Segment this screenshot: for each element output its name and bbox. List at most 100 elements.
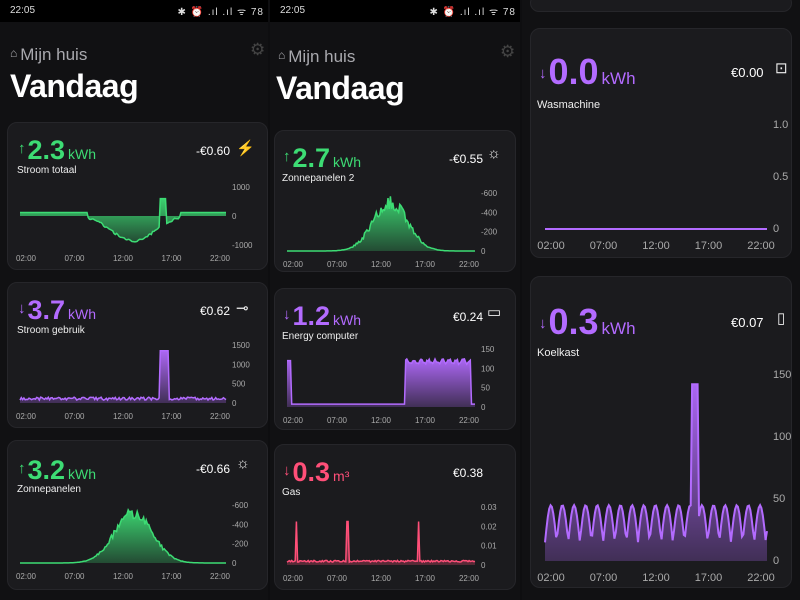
y-tick-label: -400 — [232, 520, 249, 529]
y-tick-label: 1000 — [232, 183, 250, 192]
card-top-edge — [530, 0, 792, 12]
usage-line — [544, 383, 768, 543]
x-tick-label: 17:00 — [161, 572, 182, 581]
card-cost: -€0.60 — [196, 144, 231, 158]
usage-line — [286, 520, 476, 564]
home-breadcrumb[interactable]: ⌂ Mijn huis — [278, 47, 355, 67]
x-tick-label: 17:00 — [695, 240, 723, 252]
energy-card[interactable]: ↓1.2 kWh Energy computer €0.24 ▭ 150 100 50… — [274, 288, 516, 430]
fridge-icon: ▯ — [777, 310, 786, 327]
card-label: Stroom totaal — [17, 165, 77, 176]
x-tick-label: 12:00 — [113, 412, 134, 421]
x-tick-label: 22:00 — [459, 416, 480, 425]
x-tick-label: 12:00 — [371, 260, 392, 269]
status-icons: ✱ ⏰ .ıl .ıl ᯤ 78 — [429, 7, 516, 18]
y-tick-label: -600 — [232, 501, 249, 510]
x-tick-label: 02:00 — [283, 574, 304, 583]
x-tick-label: 02:00 — [283, 260, 304, 269]
home-icon: ⌂ — [10, 46, 18, 60]
card-value: ↑3.2 kWh — [18, 455, 97, 485]
energy-card[interactable]: ↑2.3 kWh Stroom totaal -€0.60 ⚡ 1000 0 -100… — [7, 122, 268, 270]
card-cost: -€0.66 — [196, 462, 231, 476]
trend-arrow-icon: ↓ — [283, 462, 291, 479]
y-tick-label: 150 — [481, 345, 495, 354]
usage-area — [20, 509, 226, 563]
x-tick-label: 12:00 — [371, 574, 392, 583]
home-breadcrumb[interactable]: ⌂ Mijn huis — [10, 45, 87, 65]
y-tick-label: 1.0 — [773, 119, 788, 131]
phone-screen-3: ↓0.0 kWh Wasmachine €0.00 ⊡ 1.0 0.5 0 02:00 0… — [522, 0, 800, 600]
y-tick-label: -1000 — [232, 241, 253, 250]
x-tick-label: 07:00 — [327, 416, 348, 425]
usage-line — [20, 508, 226, 564]
x-tick-label: 07:00 — [327, 574, 348, 583]
x-tick-label: 17:00 — [161, 412, 182, 421]
home-label: Mijn huis — [20, 45, 88, 64]
y-tick-label: 0 — [232, 399, 237, 408]
x-tick-label: 02:00 — [537, 572, 565, 584]
y-tick-label: 50 — [481, 384, 490, 393]
x-tick-label: 02:00 — [537, 240, 565, 252]
phone-screen-1: 22:05 ✱ ⏰ .ıl .ıl ᯤ 78 ⌂ Mijn huis ⚙ Vand… — [0, 0, 268, 600]
trend-arrow-icon: ↑ — [283, 148, 291, 165]
x-tick-label: 22:00 — [747, 240, 775, 252]
y-tick-label: 0 — [232, 212, 237, 221]
x-tick-label: 02:00 — [283, 416, 304, 425]
x-tick-label: 22:00 — [210, 254, 231, 263]
phone-screen-2: 22:05 ✱ ⏰ .ıl .ıl ᯤ 78 ⌂ Mijn huis ⚙ Vand… — [270, 0, 520, 600]
card-cost: €0.38 — [453, 466, 484, 480]
energy-card[interactable]: ↑2.7 kWh Zonnepanelen 2 -€0.55 ☼ -600 -400… — [274, 130, 516, 272]
card-cost: -€0.55 — [449, 152, 484, 166]
y-tick-label: 0 — [232, 559, 237, 568]
x-tick-label: 07:00 — [327, 260, 348, 269]
y-tick-label: 0 — [773, 223, 779, 235]
status-time: 22:05 — [10, 5, 36, 16]
gear-icon[interactable]: ⚙ — [250, 40, 266, 59]
status-bar: 22:05 ✱ ⏰ .ıl .ıl ᯤ 78 — [270, 0, 520, 22]
usage-chart: -600 -400 -200 0 02:00 07:00 12:00 17:00 22:00 — [283, 189, 498, 269]
card-value: ↓1.2 kWh — [283, 301, 362, 331]
energy-card[interactable]: ↓0.3 kWh Koelkast €0.07 ▯ 150 100 50 0 02:00 0… — [530, 276, 792, 588]
energy-card[interactable]: ↓0.3 m³ Gas €0.38 0.03 0.02 0.01 0 02:00 07:00… — [274, 444, 516, 590]
x-tick-label: 12:00 — [642, 240, 670, 252]
card-cost: €0.24 — [453, 310, 484, 324]
usage-chart: -600 -400 -200 0 02:00 07:00 12:00 17:00 22:00 — [16, 501, 249, 581]
x-tick-label: 22:00 — [459, 260, 480, 269]
y-tick-label: 0 — [773, 555, 779, 567]
y-tick-label: 0.5 — [773, 171, 788, 183]
energy-card[interactable]: ↓0.0 kWh Wasmachine €0.00 ⊡ 1.0 0.5 0 02:00 0… — [530, 28, 792, 258]
page-title: Vandaag — [276, 70, 405, 106]
y-tick-label: 0.03 — [481, 503, 497, 512]
x-tick-label: 02:00 — [16, 412, 37, 421]
card-value: ↓3.7 kWh — [18, 295, 97, 325]
usage-area — [287, 196, 475, 251]
energy-card[interactable]: ↑3.2 kWh Zonnepanelen -€0.66 ☼ -600 -400 -2… — [7, 440, 268, 590]
washing-machine-icon: ⊡ — [775, 60, 788, 77]
y-tick-label: 100 — [481, 364, 495, 373]
trend-arrow-icon: ↓ — [283, 306, 291, 323]
trend-arrow-icon: ↓ — [539, 315, 547, 332]
trend-arrow-icon: ↑ — [18, 140, 26, 157]
sun-icon: ☼ — [236, 455, 250, 472]
x-tick-label: 07:00 — [64, 412, 85, 421]
x-tick-label: 12:00 — [371, 416, 392, 425]
y-tick-label: 0 — [481, 403, 486, 412]
trend-arrow-icon: ↓ — [18, 300, 26, 317]
trend-arrow-icon: ↓ — [539, 65, 547, 82]
y-tick-label: 100 — [773, 431, 791, 443]
x-tick-label: 07:00 — [64, 254, 85, 263]
status-bar: 22:05 ✱ ⏰ .ıl .ıl ᯤ 78 — [0, 0, 268, 22]
card-label: Wasmachine — [537, 99, 601, 111]
y-tick-label: -400 — [481, 208, 498, 217]
page-title: Vandaag — [10, 68, 139, 104]
status-icons: ✱ ⏰ .ıl .ıl ᯤ 78 — [177, 7, 264, 18]
x-tick-label: 07:00 — [590, 240, 618, 252]
x-tick-label: 17:00 — [695, 572, 723, 584]
gear-icon[interactable]: ⚙ — [500, 42, 516, 61]
y-tick-label: 1500 — [232, 341, 250, 350]
card-value: ↓0.3 kWh — [539, 301, 636, 342]
usage-chart: 150 100 50 0 02:00 07:00 12:00 17:00 22:00 — [283, 345, 495, 425]
plug-icon: ⊸ — [236, 300, 249, 317]
energy-card[interactable]: ↓3.7 kWh Stroom gebruik €0.62 ⊸ 1500 1000 5… — [7, 282, 268, 428]
x-tick-label: 17:00 — [415, 574, 436, 583]
